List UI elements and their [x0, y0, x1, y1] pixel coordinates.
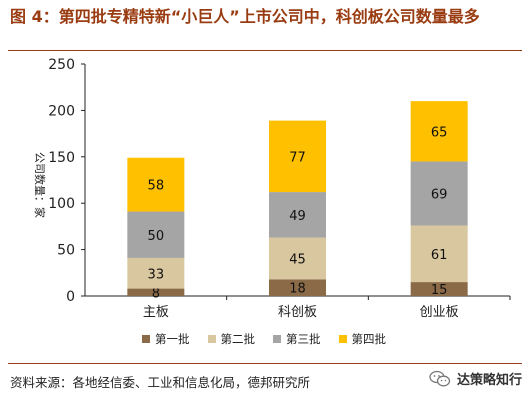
stacked-bar-chart: 0 50 100 150 200 250 公司数量：家 8 33 50 58 主板 18 45 49 77 科创… [33, 57, 511, 320]
bar-segment [269, 120, 326, 193]
x-tick-label: 主板 [143, 305, 169, 320]
y-tick-label: 100 [48, 196, 75, 212]
bar-segment [410, 225, 468, 283]
figure-title: 图 4：第四批专精特新“小巨人”上市公司中，科创板公司数量最多 [10, 7, 480, 26]
y-tick-label: 50 [57, 243, 75, 259]
bar-segment [410, 101, 468, 162]
brand-name: 达策略知行 [456, 373, 522, 388]
data-label: 50 [148, 229, 165, 244]
bar-segment [410, 282, 468, 296]
x-tick-label: 科创板 [278, 305, 317, 320]
data-label: 15 [431, 283, 448, 298]
data-label: 45 [289, 252, 306, 267]
source-note: 资料来源：各地经信委、工业和信息化局，德邦研究所 [10, 375, 311, 390]
y-tick-label: 250 [48, 57, 75, 73]
bar-segment [269, 279, 326, 296]
legend-label: 第二批 [220, 332, 256, 346]
bar-segment [127, 288, 185, 296]
legend-item: 第一批 [142, 331, 190, 347]
bar-segment [269, 237, 326, 280]
bar-segment [127, 211, 185, 258]
y-tick-label: 0 [66, 289, 75, 305]
legend-swatch [142, 335, 150, 343]
data-label: 61 [431, 248, 448, 263]
bar-segment [127, 157, 185, 212]
data-label: 77 [289, 150, 306, 165]
x-tick-label: 创业板 [420, 305, 459, 320]
source-divider [8, 363, 522, 364]
data-label: 18 [289, 282, 306, 297]
legend-item: 第四批 [338, 331, 387, 347]
legend-swatch [273, 335, 281, 343]
legend-item: 第二批 [207, 331, 256, 347]
data-label: 65 [431, 125, 448, 140]
legend-item: 第三批 [273, 331, 321, 347]
legend-label: 第四批 [351, 332, 387, 346]
wechat-icon [429, 370, 451, 388]
data-label: 69 [431, 187, 448, 202]
y-axis-label: 公司数量：家 [33, 152, 47, 218]
legend-label: 第三批 [286, 332, 321, 346]
data-label: 49 [289, 209, 306, 224]
chart-legend: 第一批 第二批 第三批 第四批 [142, 331, 386, 347]
title-divider [8, 50, 522, 51]
y-tick-label: 150 [48, 150, 75, 166]
data-label: 58 [148, 179, 165, 194]
data-label: 8 [152, 286, 160, 301]
legend-label: 第一批 [155, 332, 190, 346]
data-label: 33 [148, 267, 165, 282]
y-tick-label: 200 [48, 103, 75, 119]
bar-segment [269, 192, 326, 238]
legend-swatch [338, 335, 347, 343]
brand-mark: 达策略知行 [429, 369, 522, 388]
bar-segment [410, 161, 468, 226]
legend-swatch [207, 335, 216, 343]
bar-segment [127, 257, 185, 289]
